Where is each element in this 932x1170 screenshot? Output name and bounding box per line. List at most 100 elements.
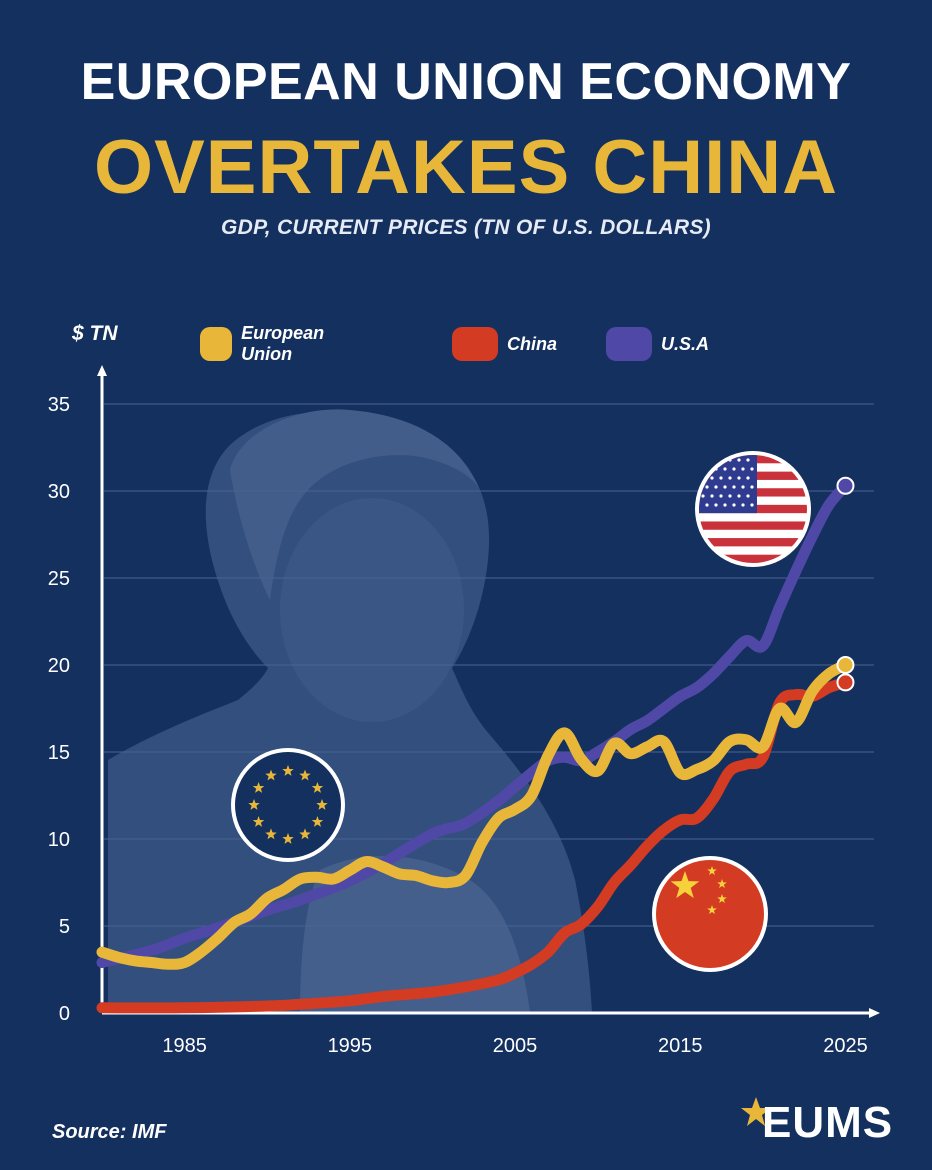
series-line-china	[96, 676, 851, 1014]
legend-label-usa: U.S.A	[661, 333, 710, 354]
usa-flag-icon	[695, 451, 811, 567]
x-tick-label: 2025	[823, 1035, 868, 1057]
eu-star	[311, 782, 324, 793]
china-small-star	[707, 905, 717, 914]
usa-star	[723, 485, 727, 489]
usa-star	[719, 476, 723, 480]
series-end-markers	[836, 476, 855, 692]
person-photo-silhouette	[108, 409, 592, 1012]
legend-item-usa: U.S.A	[606, 326, 709, 362]
legend-item-eu: European Union	[200, 323, 338, 364]
y-tick-label: 25	[48, 568, 70, 590]
usa-stripe	[699, 546, 807, 556]
usa-star	[710, 458, 714, 462]
chart-subtitle: GDP, CURRENT PRICES (TN OF U.S. DOLLARS)	[221, 216, 711, 239]
y-tick-label: 35	[48, 394, 70, 416]
usa-star	[705, 485, 709, 489]
usa-star	[732, 467, 736, 471]
usa-star	[746, 494, 750, 498]
usa-star	[710, 494, 714, 498]
x-axis-arrow	[869, 1008, 880, 1018]
y-tick-label: 0	[59, 1003, 70, 1025]
legend-swatch-usa	[606, 327, 652, 361]
x-tick-label: 1985	[162, 1035, 207, 1057]
eu-star	[252, 816, 265, 827]
series-line-eu	[96, 659, 851, 970]
brand-name: EUMS	[762, 1098, 894, 1147]
usa-stripe	[699, 513, 807, 522]
usa-stripe	[699, 521, 807, 531]
usa-star	[741, 467, 745, 471]
eu-star	[316, 799, 328, 810]
eu-star	[265, 769, 277, 781]
end-marker-china	[836, 673, 855, 692]
usa-star	[732, 485, 736, 489]
end-marker-usa	[836, 476, 855, 495]
title-line-2: OVERTAKES CHINA	[93, 125, 839, 210]
eu-star	[311, 816, 324, 827]
china-flag-icon	[652, 856, 768, 972]
china-small-star	[707, 866, 717, 875]
eu-star	[252, 782, 265, 793]
brand-star-icon	[741, 1097, 771, 1126]
legend-swatch-china	[452, 327, 498, 361]
y-axis-unit-label: $ TN	[72, 322, 118, 345]
usa-star	[701, 494, 705, 498]
eu-star	[299, 769, 311, 781]
eu-star	[282, 765, 294, 776]
y-tick-label: 30	[48, 481, 70, 503]
legend-swatch-eu	[200, 327, 233, 361]
legend-label-eu: European Union	[241, 323, 325, 364]
brand-logo: EUMS	[740, 1096, 894, 1147]
usa-star	[750, 503, 754, 507]
y-tick-label: 20	[48, 655, 70, 677]
x-tick-label: 2015	[658, 1035, 703, 1057]
series-lines	[96, 480, 851, 1014]
usa-star	[714, 503, 718, 507]
end-marker-eu	[836, 656, 855, 674]
eu-star	[299, 828, 311, 840]
usa-star	[732, 503, 736, 507]
usa-star	[705, 467, 709, 471]
title-line-1: EUROPEAN UNION ECONOMY	[80, 53, 852, 111]
usa-star	[714, 485, 718, 489]
eu-star	[282, 833, 294, 844]
usa-star	[728, 476, 732, 480]
china-small-star	[717, 879, 727, 888]
usa-star	[750, 467, 754, 471]
usa-stripe	[699, 538, 807, 547]
legend-item-china: China	[452, 326, 557, 362]
usa-star	[723, 503, 727, 507]
usa-star	[701, 458, 705, 462]
y-tick-label: 10	[48, 829, 70, 851]
usa-star	[746, 458, 750, 462]
eu-star	[265, 828, 277, 840]
usa-star	[737, 494, 741, 498]
usa-star	[719, 494, 723, 498]
usa-star	[741, 503, 745, 507]
eu-star	[248, 799, 260, 810]
usa-star	[750, 485, 754, 489]
y-axis-arrow	[97, 365, 107, 376]
eu-flag-icon	[231, 748, 345, 862]
usa-star	[737, 476, 741, 480]
usa-star	[710, 476, 714, 480]
y-tick-labels: 0 5 10 15 20 25 30 35	[48, 394, 70, 1025]
china-small-star	[717, 894, 727, 903]
series-line-usa	[96, 480, 851, 968]
y-tick-label: 5	[59, 916, 70, 938]
usa-star	[746, 476, 750, 480]
usa-star	[728, 494, 732, 498]
usa-star	[705, 503, 709, 507]
usa-stripe	[699, 554, 807, 563]
usa-star	[723, 467, 727, 471]
source-note: Source: IMF	[52, 1121, 167, 1143]
china-big-star	[670, 871, 700, 899]
usa-star	[741, 485, 745, 489]
x-tick-labels: 1985 1995 2005 2015 2025	[162, 1035, 867, 1057]
x-tick-label: 1995	[328, 1035, 373, 1057]
axes	[97, 365, 880, 1018]
usa-star	[737, 458, 741, 462]
